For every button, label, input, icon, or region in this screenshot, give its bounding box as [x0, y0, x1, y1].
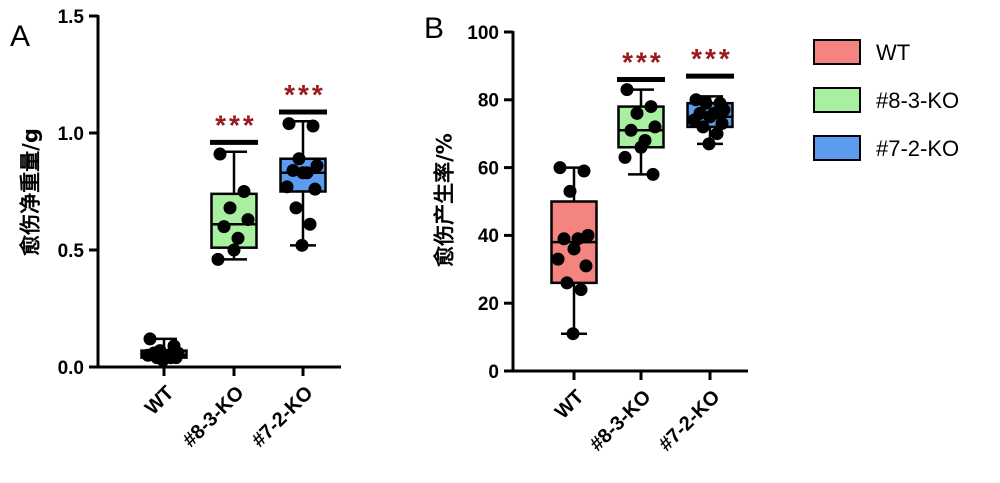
data-point — [560, 276, 574, 290]
significance-label: *** — [284, 79, 326, 110]
data-point — [310, 159, 324, 173]
data-point — [217, 220, 231, 234]
data-point — [286, 163, 300, 177]
data-point — [282, 117, 296, 131]
panel-label-A: A — [10, 20, 30, 53]
category-label: WT — [551, 386, 589, 424]
data-point — [156, 353, 170, 367]
data-point — [571, 232, 585, 246]
data-point — [618, 150, 632, 164]
data-point — [699, 96, 713, 110]
data-point — [648, 120, 662, 134]
y-tick-label: 60 — [478, 158, 499, 179]
data-point — [563, 184, 577, 198]
significance-label: *** — [622, 46, 664, 77]
legend-swatch — [813, 135, 861, 161]
data-point — [702, 137, 716, 151]
legend-swatch — [813, 39, 861, 65]
data-point — [223, 201, 237, 215]
legend-label: WT — [876, 40, 910, 65]
y-tick-label: 1.5 — [58, 7, 85, 28]
data-point — [687, 113, 701, 127]
y-tick-label: 0.0 — [58, 358, 84, 379]
data-point — [567, 242, 581, 256]
data-point — [581, 228, 595, 242]
data-point — [143, 332, 157, 346]
data-point — [280, 180, 294, 194]
data-point — [295, 238, 309, 252]
data-point — [303, 217, 317, 231]
data-point — [237, 185, 251, 198]
data-point — [211, 252, 225, 266]
category-label: #7-2-KO — [655, 386, 725, 456]
data-point — [703, 110, 717, 124]
y-axis-label: 愈伤净重量/g — [18, 128, 42, 256]
data-point — [227, 243, 241, 257]
y-tick-label: 80 — [478, 91, 499, 112]
data-point — [213, 147, 227, 161]
data-point — [292, 152, 306, 166]
category-label: #8-3-KO — [179, 382, 249, 452]
data-point — [557, 232, 571, 246]
data-point — [289, 201, 303, 215]
data-point — [241, 213, 255, 227]
y-axis-label: 愈伤产生率/% — [432, 133, 456, 267]
y-tick-label: 1.0 — [58, 124, 84, 145]
data-point — [551, 252, 565, 266]
legend-label: #8-3-KO — [876, 88, 959, 113]
y-tick-label: 0 — [488, 362, 499, 383]
data-point — [306, 119, 320, 133]
data-point — [231, 231, 245, 245]
data-point — [577, 164, 591, 178]
significance-label: *** — [215, 109, 257, 140]
legend-label: #7-2-KO — [876, 136, 959, 161]
data-point — [717, 103, 731, 117]
data-point — [574, 283, 588, 297]
data-point — [620, 83, 634, 97]
data-point — [634, 140, 648, 154]
data-point — [308, 182, 322, 196]
category-label: #8-3-KO — [586, 386, 656, 456]
data-point — [553, 161, 567, 175]
data-point — [644, 100, 658, 114]
data-point — [630, 106, 644, 120]
y-tick-label: 20 — [478, 294, 499, 315]
y-tick-label: 40 — [478, 226, 499, 247]
data-point — [566, 327, 580, 341]
data-point — [624, 123, 638, 137]
data-point — [715, 117, 729, 131]
y-tick-label: 100 — [467, 23, 499, 44]
category-label: WT — [141, 382, 179, 420]
category-label: #7-2-KO — [248, 382, 318, 452]
data-point — [689, 93, 703, 107]
significance-label: *** — [691, 43, 733, 74]
y-tick-label: 0.5 — [58, 241, 85, 262]
data-point — [579, 259, 593, 273]
data-point — [296, 166, 310, 180]
data-point — [710, 127, 724, 141]
panel-label-B: B — [424, 12, 444, 45]
data-point — [696, 120, 710, 134]
data-point — [646, 167, 660, 181]
legend-swatch — [813, 87, 861, 113]
